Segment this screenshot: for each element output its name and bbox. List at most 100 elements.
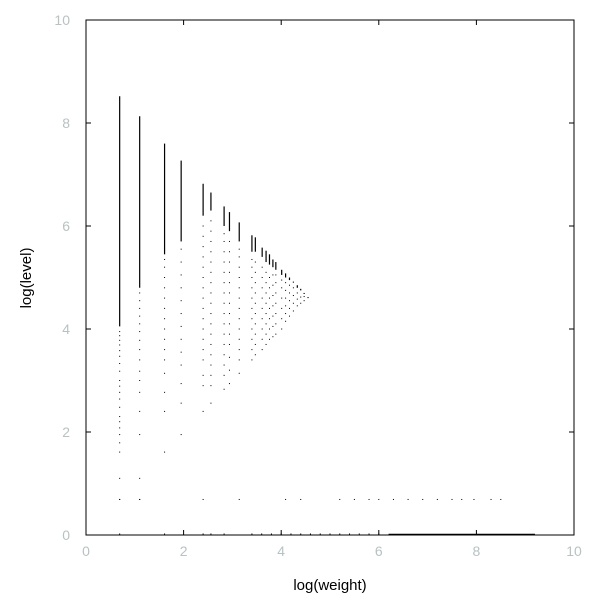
data-point [210, 220, 212, 222]
data-point [300, 498, 302, 500]
data-point [261, 533, 263, 535]
data-point [228, 313, 230, 315]
data-point [238, 359, 240, 361]
data-point [202, 410, 204, 412]
data-point [202, 374, 204, 376]
data-point [280, 533, 282, 535]
data-point [254, 261, 256, 263]
data-point [210, 240, 212, 242]
data-point [319, 533, 321, 535]
data-point [223, 233, 225, 235]
data-point [378, 498, 380, 500]
data-point [119, 533, 121, 535]
data-point [303, 300, 305, 302]
data-point [296, 292, 298, 294]
data-point [164, 287, 166, 289]
data-point [202, 277, 204, 278]
data-point [296, 305, 298, 307]
data-point [119, 385, 121, 387]
data-point [272, 295, 274, 297]
data-point [461, 498, 463, 500]
data-point [265, 323, 267, 325]
y-tick-label: 8 [62, 115, 70, 131]
data-point [228, 323, 230, 325]
data-point [119, 335, 121, 337]
data-point [500, 498, 502, 500]
data-point [202, 349, 204, 351]
data-point [180, 338, 182, 340]
data-point [275, 274, 277, 276]
data-point [251, 258, 253, 260]
data-point [139, 323, 141, 325]
data-point [223, 271, 225, 273]
data-point [392, 498, 394, 500]
data-point [490, 498, 492, 500]
data-point [300, 296, 302, 298]
data-point [268, 277, 270, 278]
data-point [251, 533, 253, 535]
data-point [285, 498, 287, 500]
data-point [265, 282, 267, 284]
data-point [164, 318, 166, 320]
data-point [210, 261, 212, 263]
data-point [238, 297, 240, 299]
data-point [292, 295, 294, 297]
data-point [353, 498, 355, 500]
y-tick-label: 10 [54, 12, 70, 28]
data-point [254, 333, 256, 335]
data-point [180, 261, 182, 263]
data-point [139, 300, 141, 302]
data-point [254, 271, 256, 273]
data-point [164, 277, 166, 278]
data-point [210, 313, 212, 315]
data-point [265, 302, 267, 304]
x-tick-label: 8 [473, 543, 481, 559]
data-point [254, 292, 256, 294]
data-point [210, 302, 212, 304]
data-point [223, 354, 225, 356]
data-point [285, 313, 287, 315]
data-point [238, 287, 240, 289]
data-point [451, 498, 453, 500]
data-point [223, 292, 225, 294]
data-point [119, 498, 121, 500]
data-point [238, 277, 240, 278]
data-point [202, 359, 204, 361]
data-point [368, 498, 370, 500]
data-point [139, 434, 141, 436]
data-point [254, 313, 256, 315]
data-point [265, 271, 267, 273]
data-point [268, 318, 270, 320]
data-point [119, 416, 121, 418]
data-point [265, 313, 267, 315]
data-point [223, 251, 225, 253]
data-point [119, 421, 121, 423]
data-point [238, 328, 240, 330]
data-point [254, 302, 256, 304]
data-point [119, 434, 121, 436]
data-point [281, 318, 283, 320]
data-point [272, 336, 274, 338]
data-point [261, 349, 263, 351]
x-tick-label: 6 [375, 543, 383, 559]
data-point [223, 333, 225, 335]
data-point [254, 323, 256, 325]
data-point [251, 318, 253, 320]
data-point [164, 297, 166, 299]
x-tick-label: 4 [277, 543, 285, 559]
data-point [272, 305, 274, 307]
data-point [119, 355, 121, 357]
data-point [202, 246, 204, 248]
data-point [202, 266, 204, 268]
data-point [261, 328, 263, 330]
data-point [288, 292, 290, 294]
data-point [228, 251, 230, 253]
data-point [270, 533, 272, 535]
data-point [202, 533, 204, 535]
data-point [339, 533, 341, 535]
data-point [119, 451, 121, 453]
data-point [119, 370, 121, 372]
data-point [180, 364, 182, 366]
data-point [268, 297, 270, 299]
data-point [228, 292, 230, 294]
